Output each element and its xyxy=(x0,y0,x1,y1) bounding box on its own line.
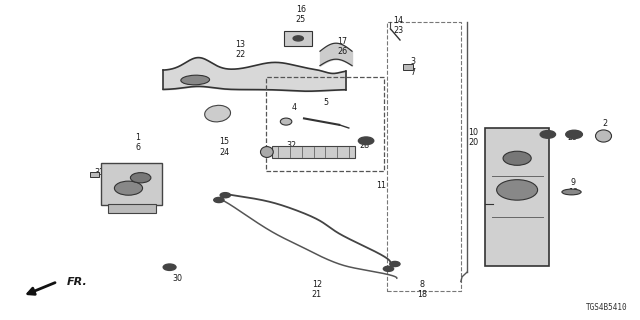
Ellipse shape xyxy=(205,105,230,122)
Text: 8
18: 8 18 xyxy=(417,280,428,299)
Ellipse shape xyxy=(260,147,273,157)
Circle shape xyxy=(540,131,556,138)
Bar xyxy=(266,77,384,171)
Text: 1
6: 1 6 xyxy=(135,133,140,152)
Text: 16
25: 16 25 xyxy=(296,5,306,24)
Bar xyxy=(485,128,549,266)
Ellipse shape xyxy=(595,130,612,142)
Circle shape xyxy=(390,261,400,267)
Bar xyxy=(101,163,162,205)
Text: 9
19: 9 19 xyxy=(568,178,578,197)
Circle shape xyxy=(214,197,224,203)
Text: 10
20: 10 20 xyxy=(468,128,479,147)
Circle shape xyxy=(566,130,582,139)
Text: 12
21: 12 21 xyxy=(312,280,322,299)
Text: 31: 31 xyxy=(94,168,104,177)
Bar xyxy=(272,146,355,158)
Circle shape xyxy=(358,137,374,145)
Text: 2: 2 xyxy=(602,119,607,128)
Text: 3
7: 3 7 xyxy=(410,58,415,77)
Circle shape xyxy=(163,264,176,270)
Text: 14
23: 14 23 xyxy=(393,16,403,35)
Text: 28: 28 xyxy=(360,141,370,150)
Text: 15
24: 15 24 xyxy=(219,138,229,157)
Circle shape xyxy=(293,36,303,41)
Text: 17
26: 17 26 xyxy=(337,37,348,56)
Bar xyxy=(403,64,413,70)
Circle shape xyxy=(497,180,538,200)
Circle shape xyxy=(131,172,151,183)
Circle shape xyxy=(383,266,394,271)
Bar xyxy=(284,31,312,46)
Circle shape xyxy=(220,193,230,198)
Text: 27: 27 xyxy=(539,133,549,142)
Text: 4: 4 xyxy=(292,103,297,112)
Text: 5: 5 xyxy=(324,98,329,107)
Text: FR.: FR. xyxy=(67,276,88,287)
Text: 29: 29 xyxy=(568,133,578,142)
Ellipse shape xyxy=(562,189,581,195)
Bar xyxy=(387,22,461,291)
Text: 30: 30 xyxy=(173,274,183,283)
Text: 32: 32 xyxy=(286,141,296,150)
Circle shape xyxy=(503,151,531,165)
Text: 13
22: 13 22 xyxy=(235,40,245,59)
Text: TGS4B5410: TGS4B5410 xyxy=(586,303,627,312)
Ellipse shape xyxy=(280,118,292,125)
Bar xyxy=(90,172,99,177)
Text: 11: 11 xyxy=(376,181,386,190)
Ellipse shape xyxy=(181,75,209,85)
Circle shape xyxy=(115,181,143,195)
Bar xyxy=(108,204,156,213)
